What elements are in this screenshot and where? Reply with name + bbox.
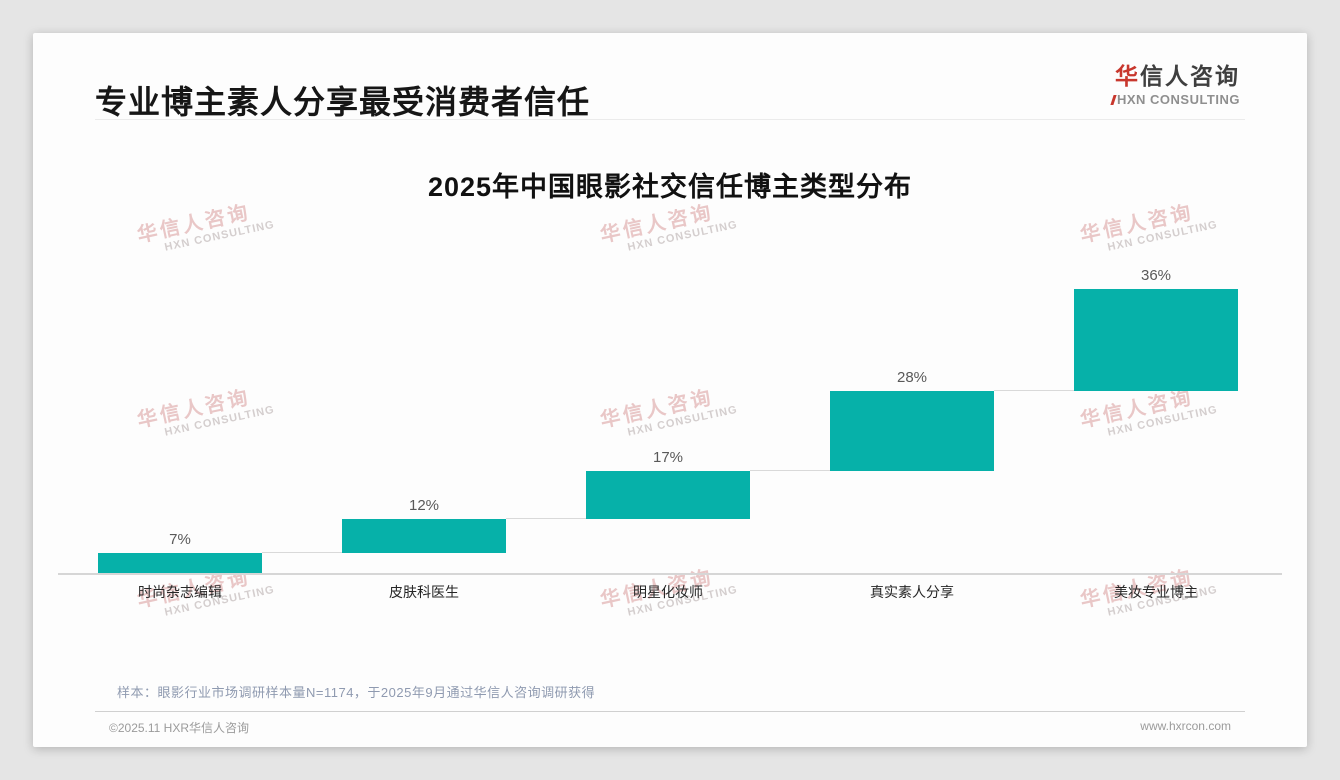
bar-value-label: 17% bbox=[652, 448, 684, 466]
sample-note: 样本：眼影行业市场调研样本量N=1174，于2025年9月通过华信人咨询调研获得 bbox=[117, 685, 596, 700]
x-axis-label: 时尚杂志编辑 bbox=[138, 584, 222, 600]
bar bbox=[1074, 289, 1238, 392]
bar bbox=[830, 391, 994, 471]
bar-value-label: 12% bbox=[408, 497, 440, 515]
bar bbox=[342, 519, 506, 554]
x-axis-label: 美妆专业博主 bbox=[1114, 584, 1198, 600]
bar bbox=[98, 553, 262, 573]
brand-logo-en: HXN CONSULTING bbox=[1110, 92, 1240, 107]
header-divider bbox=[95, 119, 1245, 120]
bar bbox=[586, 470, 750, 520]
bar-value-label: 7% bbox=[169, 531, 191, 549]
brand-logo: 华信人咨询 HXN CONSULTING bbox=[1110, 57, 1240, 107]
bar-connector bbox=[262, 552, 342, 554]
bar-value-label: 36% bbox=[1140, 267, 1172, 284]
x-axis-label: 真实素人分享 bbox=[870, 584, 954, 600]
footer-divider bbox=[95, 711, 1245, 712]
x-axis-label: 明星化妆师 bbox=[633, 584, 703, 600]
report-card: 华信人咨询 HXN CONSULTING 华信人咨询 HXN CONSULTING 华信… bbox=[33, 33, 1307, 747]
copyright-text: ©2025.11 HXR华信人咨询 bbox=[109, 721, 249, 735]
chart-title: 2025年中国眼影社交信任博主类型分布 bbox=[427, 172, 913, 202]
bar-value-label: 28% bbox=[896, 369, 928, 387]
brand-logo-cn: 华信人咨询 bbox=[1112, 57, 1240, 91]
waterfall-chart: 7% 时尚杂志编辑 12% 皮肤科医生 17% 明星化妆师 28% 真实素人分享 36% 美妆专业… bbox=[33, 33, 1307, 747]
page-title: 专业博主素人分享最受消费者信任 bbox=[95, 84, 591, 120]
x-axis-label: 皮肤科医生 bbox=[389, 584, 459, 600]
footer: ©2025.11 HXR华信人咨询 www.hxrcon.com bbox=[33, 719, 1307, 736]
logo-en-text: HXN CONSULTING bbox=[1116, 92, 1240, 107]
website-link[interactable]: www.hxrcon.com bbox=[1140, 719, 1231, 733]
x-axis-line bbox=[58, 573, 1282, 575]
bar-connector bbox=[506, 518, 586, 520]
bar-connector bbox=[994, 390, 1074, 392]
logo-cn-accent: 华 bbox=[1115, 63, 1140, 89]
bar-connector bbox=[750, 469, 830, 471]
logo-cn-text: 信人咨询 bbox=[1140, 63, 1240, 89]
